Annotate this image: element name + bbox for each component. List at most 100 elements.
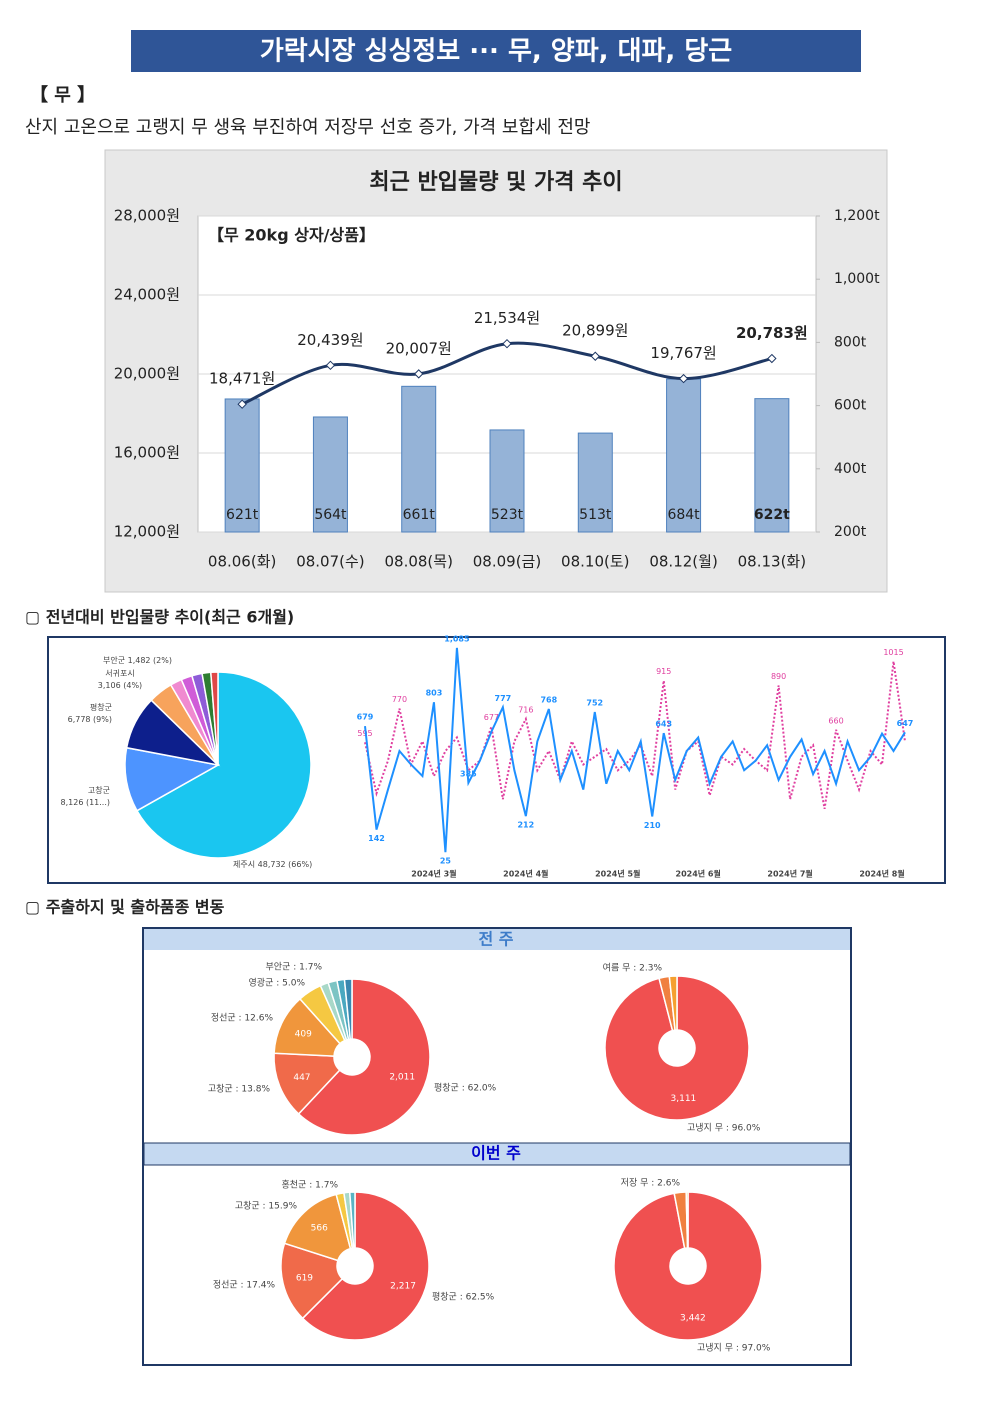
slice-category: 서귀포시: [105, 668, 134, 678]
slice-value: 566: [311, 1224, 328, 1234]
price-label: 20,439원: [297, 331, 363, 349]
price-label: 20,783원: [736, 324, 808, 342]
point-label: 752: [586, 699, 603, 708]
slice: [668, 975, 678, 1031]
series-line: [364, 647, 906, 853]
chart-annotation: 【무 20kg 상자/상품】: [208, 226, 375, 245]
price-label: 18,471원: [209, 370, 275, 388]
slice: [135, 671, 312, 859]
slice-label: 평창군 6,778 (9%): [68, 702, 112, 724]
y2-tick-label: 800t: [834, 334, 867, 350]
y2-tick-label: 1,000t: [834, 271, 880, 287]
x-tick-label: 2024년 7월: [767, 869, 812, 879]
x-tick-label: 08.13(화): [738, 553, 806, 571]
x-tick-label: 08.08(목): [384, 553, 452, 571]
slice: [297, 978, 431, 1136]
y-tick-label: 28,000원: [114, 207, 180, 225]
y-tick-label: 12,000원: [114, 523, 180, 541]
section-label: 【 무 】: [30, 85, 95, 106]
slice-label: 영광군 : 5.0%: [249, 977, 306, 989]
bar: [401, 385, 437, 533]
price-marker: [590, 351, 600, 361]
y2-tick-label: 1,200t: [834, 208, 880, 224]
panel-title: 이번 주: [471, 1144, 521, 1163]
slice-label: 평창군 : 62.5%: [432, 1292, 495, 1303]
price-marker: [767, 353, 777, 364]
x-tick-label: 08.07(수): [296, 553, 364, 571]
panel-title: 전 주: [478, 930, 513, 949]
slice-label: 부안군 : 1.7%: [266, 962, 323, 973]
x-tick-label: 2024년 8월: [859, 869, 904, 879]
point-label: 25: [440, 857, 452, 866]
point-label: 212: [517, 821, 534, 830]
point-label: 803: [426, 689, 443, 698]
slice-value: 6,778 (9%): [68, 715, 112, 724]
bar-label: 513t: [579, 507, 612, 523]
series-line: [364, 661, 906, 809]
slice-label: 제주시 48,732 (66%): [233, 860, 312, 869]
y-tick-label: 16,000원: [114, 444, 180, 462]
y-tick-label: 24,000원: [114, 286, 180, 304]
slice-value: 1,482 (2%): [128, 656, 172, 665]
point-label: 777: [495, 694, 512, 703]
x-tick-label: 08.06(화): [208, 553, 276, 571]
y2-tick-label: 400t: [834, 461, 867, 477]
slice: [613, 1191, 763, 1341]
bar: [754, 398, 790, 533]
slice: [273, 1052, 341, 1115]
slice: [209, 671, 219, 766]
panel-header: [143, 1142, 851, 1166]
point-label: 679: [357, 713, 374, 722]
x-tick-label: 08.12(월): [649, 553, 717, 571]
y-tick-label: 20,000원: [114, 365, 180, 383]
point-label: 385: [460, 769, 477, 778]
summary: 산지 고온으로 고랭지 무 생육 부진하여 저장무 선호 증가, 가격 보합세 …: [25, 117, 590, 138]
slice: [343, 978, 353, 1040]
price-marker: [325, 360, 336, 371]
slice: [280, 1242, 344, 1320]
slice-label: 정선군 : 17.4%: [213, 1280, 276, 1291]
x-tick-label: 08.10(토): [561, 553, 629, 571]
point-label: 142: [368, 834, 385, 843]
bar-label: 564t: [314, 507, 347, 523]
slice: [283, 1193, 352, 1262]
bar-label: 523t: [491, 507, 524, 523]
bar: [666, 378, 702, 533]
section-heading: ▢ 주출하지 및 출하품종 변동: [25, 898, 225, 917]
price-label: 20,007원: [386, 339, 452, 357]
price-marker: [237, 399, 247, 409]
point-label: 1015: [883, 648, 903, 657]
point-label: 915: [656, 667, 671, 676]
slice-label: 고창군 : 15.9%: [235, 1201, 298, 1212]
price-label: 20,899원: [562, 322, 628, 340]
point-label: 1,085: [444, 634, 470, 643]
x-tick-label: 2024년 6월: [676, 869, 721, 879]
slice-category: 고창군: [88, 786, 110, 795]
slice-value: 619: [296, 1274, 313, 1284]
slice-category: 평창군: [90, 702, 112, 712]
slice-value: 3,442: [680, 1313, 706, 1323]
slice-label: 고냉지 무 : 97.0%: [697, 1343, 771, 1354]
price-marker: [678, 373, 689, 384]
slice-label: 고창군 8,126 (11...): [61, 786, 111, 807]
section-heading: ▢ 전년대비 반입물량 추이(최근 6개월): [25, 608, 294, 627]
x-tick-label: 2024년 5월: [595, 869, 640, 879]
slice-value: 3,111: [671, 1094, 697, 1104]
page-title: 가락시장 싱싱정보 ··· 무, 양파, 대파, 당근: [260, 37, 732, 67]
slice-label: 고창군 : 13.8%: [208, 1084, 271, 1095]
bar-label: 661t: [403, 507, 436, 523]
bar-label: 622t: [754, 507, 790, 523]
slice-label: 부안군 1,482 (2%): [103, 655, 172, 665]
chart-title: 최근 반입물량 및 가격 추이: [369, 170, 622, 195]
bar: [489, 429, 525, 533]
price-marker: [502, 338, 512, 349]
point-label: 890: [771, 672, 786, 681]
point-label: 770: [392, 695, 407, 704]
slice-value: 2,011: [389, 1072, 415, 1082]
slice: [124, 746, 221, 812]
slice: [685, 1191, 689, 1249]
point-label: 716: [518, 706, 533, 715]
slice-label: 여름 무 : 2.3%: [603, 962, 663, 974]
slice-value: 3,106 (4%): [98, 681, 142, 690]
